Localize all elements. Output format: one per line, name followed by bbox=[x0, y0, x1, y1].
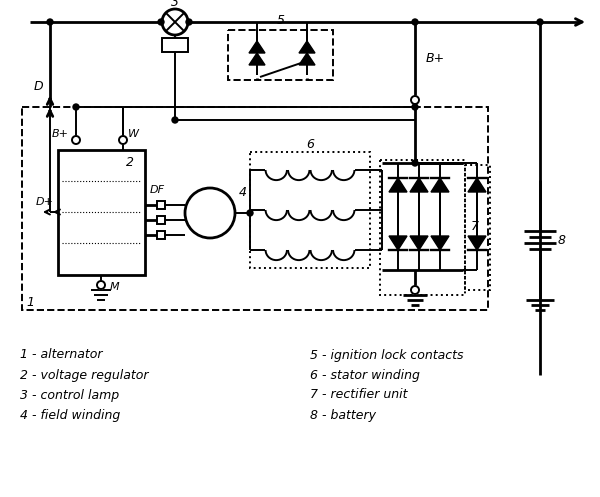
Circle shape bbox=[73, 104, 79, 110]
Circle shape bbox=[97, 281, 105, 289]
Text: 7 - rectifier unit: 7 - rectifier unit bbox=[310, 389, 407, 402]
Bar bbox=[157, 231, 165, 239]
Text: B+: B+ bbox=[52, 129, 68, 139]
Text: D+: D+ bbox=[36, 197, 54, 207]
Text: 2: 2 bbox=[126, 156, 134, 168]
Circle shape bbox=[412, 104, 418, 110]
Bar bbox=[250, 152, 370, 268]
Text: W: W bbox=[128, 129, 139, 139]
Bar bbox=[380, 160, 465, 295]
Polygon shape bbox=[389, 178, 407, 192]
Text: 3: 3 bbox=[171, 0, 179, 8]
Text: B+: B+ bbox=[425, 52, 445, 65]
Circle shape bbox=[185, 188, 235, 238]
Polygon shape bbox=[468, 236, 486, 250]
Polygon shape bbox=[431, 236, 449, 250]
Polygon shape bbox=[468, 178, 486, 192]
Circle shape bbox=[537, 19, 543, 25]
Circle shape bbox=[172, 117, 178, 123]
Text: 6 - stator winding: 6 - stator winding bbox=[310, 368, 420, 382]
Circle shape bbox=[158, 19, 164, 25]
Bar bbox=[157, 216, 165, 224]
Text: 6: 6 bbox=[306, 138, 314, 151]
Circle shape bbox=[72, 136, 80, 144]
Polygon shape bbox=[249, 41, 265, 53]
Bar bbox=[465, 165, 490, 290]
Polygon shape bbox=[410, 236, 428, 250]
Polygon shape bbox=[299, 53, 315, 65]
Text: 5 - ignition lock contacts: 5 - ignition lock contacts bbox=[310, 348, 464, 361]
Bar bbox=[162, 38, 188, 52]
Text: 1 - alternator: 1 - alternator bbox=[20, 348, 103, 361]
Polygon shape bbox=[410, 178, 428, 192]
Text: 1: 1 bbox=[26, 296, 34, 309]
Circle shape bbox=[411, 286, 419, 294]
Polygon shape bbox=[431, 178, 449, 192]
Circle shape bbox=[412, 19, 418, 25]
Circle shape bbox=[412, 160, 418, 166]
Circle shape bbox=[47, 19, 53, 25]
Text: 4: 4 bbox=[239, 186, 247, 199]
Circle shape bbox=[247, 210, 253, 216]
Polygon shape bbox=[299, 41, 315, 53]
Text: D: D bbox=[33, 81, 43, 93]
Text: 2 - voltage regulator: 2 - voltage regulator bbox=[20, 368, 149, 382]
Bar bbox=[58, 150, 145, 275]
Bar bbox=[157, 201, 165, 209]
Text: M: M bbox=[110, 282, 120, 292]
Text: 8 - battery: 8 - battery bbox=[310, 409, 376, 421]
Polygon shape bbox=[249, 53, 265, 65]
Circle shape bbox=[186, 19, 192, 25]
Circle shape bbox=[411, 96, 419, 104]
Polygon shape bbox=[389, 236, 407, 250]
Circle shape bbox=[119, 136, 127, 144]
Bar bbox=[22, 107, 488, 310]
Bar bbox=[228, 30, 333, 80]
Text: 5: 5 bbox=[277, 13, 284, 26]
Text: DF: DF bbox=[149, 185, 164, 195]
Text: 7: 7 bbox=[471, 221, 479, 234]
Circle shape bbox=[162, 9, 188, 35]
Text: 3 - control lamp: 3 - control lamp bbox=[20, 389, 119, 402]
Text: 4 - field winding: 4 - field winding bbox=[20, 409, 120, 421]
Text: 8: 8 bbox=[558, 234, 566, 247]
